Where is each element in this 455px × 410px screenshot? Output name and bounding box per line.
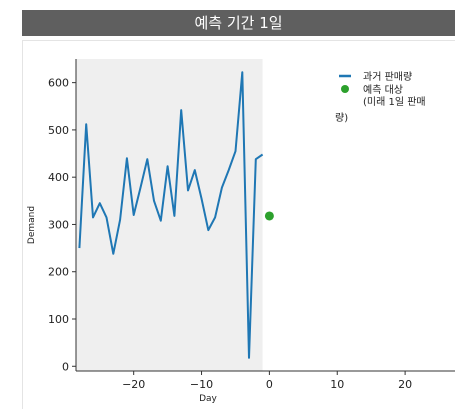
x-tick-label: 10 — [330, 378, 344, 391]
demand-chart: 0 100 200 300 400 500 600 −20 −10 0 10 20 Day Demand 과… — [27, 59, 455, 404]
legend-point-swatch — [341, 85, 349, 93]
y-axis-label: Demand — [27, 206, 37, 244]
series-line-past-sales — [78, 71, 264, 359]
y-tick-label: 200 — [48, 266, 69, 279]
legend-label-forecast-target: (미래 1일 판매 — [363, 96, 426, 108]
y-tick-label: 600 — [48, 77, 69, 90]
chart-frame: 0 100 200 300 400 500 600 −20 −10 0 10 20 Day Demand 과… — [22, 40, 455, 409]
x-tick-label: 0 — [266, 378, 273, 391]
y-tick-label: 400 — [48, 171, 69, 184]
legend-label-past-sales: 과거 판매량 — [363, 71, 412, 83]
x-axis-label: Day — [199, 394, 217, 404]
y-tick-label: 0 — [62, 360, 69, 373]
y-tick-label: 100 — [48, 313, 69, 326]
y-tick-label: 300 — [48, 218, 69, 231]
history-shaded-region — [76, 59, 263, 371]
forecast-target-point — [264, 211, 274, 221]
x-tick-label: 20 — [398, 378, 412, 391]
legend-label-forecast-target: 량) — [335, 112, 348, 124]
x-tick-label: −20 — [122, 378, 145, 391]
chart-header: 예측 기간 1일 — [22, 10, 455, 36]
y-tick-label: 500 — [48, 124, 69, 137]
x-tick-label: −10 — [190, 378, 213, 391]
legend-label-forecast-target: 예측 대상 — [363, 84, 403, 96]
